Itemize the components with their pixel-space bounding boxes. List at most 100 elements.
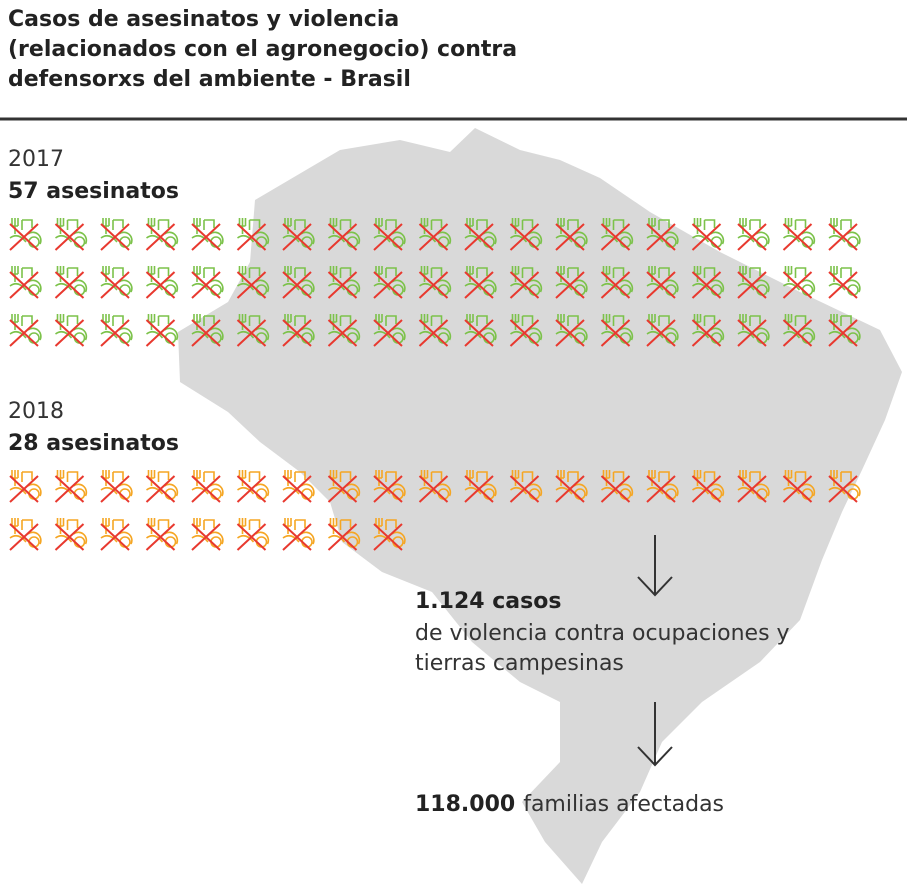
icon-cross xyxy=(600,319,631,347)
icon xyxy=(373,518,406,551)
icon-cross xyxy=(373,319,403,347)
icon-cross xyxy=(418,475,449,503)
icon-tractor xyxy=(373,219,406,245)
icon-fork xyxy=(11,314,19,330)
icon xyxy=(236,218,270,251)
icon xyxy=(145,470,179,503)
icon-fork xyxy=(238,218,247,234)
icon xyxy=(509,470,543,503)
icon-cross xyxy=(509,475,540,503)
icon xyxy=(509,266,543,299)
icon xyxy=(555,266,588,299)
icon-fork xyxy=(602,470,611,486)
icon xyxy=(691,314,725,347)
icon-fork xyxy=(238,470,247,486)
icon xyxy=(782,470,816,503)
families-count: 118.000 xyxy=(415,792,515,817)
icon xyxy=(9,314,42,347)
icon-cross xyxy=(54,319,85,347)
icon-cross xyxy=(509,223,540,251)
icon-fork xyxy=(466,314,474,330)
icon xyxy=(373,266,406,299)
icon-cross xyxy=(737,475,767,503)
icon xyxy=(600,470,634,503)
icon-fork xyxy=(193,266,201,282)
icon-fork xyxy=(511,314,520,330)
icon-fork xyxy=(102,266,110,282)
icon-cross xyxy=(737,223,767,251)
icon-tractor xyxy=(282,471,315,497)
icon-tractor xyxy=(828,471,861,497)
icon-fork xyxy=(56,518,65,534)
icon-cross xyxy=(782,319,813,347)
icon-tractor xyxy=(146,219,179,245)
violence-count: 1.124 casos xyxy=(415,589,561,614)
icon-cross xyxy=(782,271,813,299)
icon-cross xyxy=(691,319,722,347)
icon-fork xyxy=(466,218,474,234)
icon-cross xyxy=(54,271,85,299)
icon-tractor xyxy=(282,519,315,545)
icon-cross xyxy=(646,223,676,251)
icon-tractor xyxy=(555,315,588,341)
icon-cross xyxy=(191,223,221,251)
icon-cross xyxy=(737,319,767,347)
icon-fork xyxy=(102,218,110,234)
icon-cross xyxy=(418,319,449,347)
icon-fork xyxy=(147,470,156,486)
icon-cross xyxy=(145,475,176,503)
icon-cross xyxy=(191,271,221,299)
icon-tractor xyxy=(55,267,88,293)
icon-tractor xyxy=(510,471,543,497)
title-line: Casos de asesinatos y violencia xyxy=(8,7,399,32)
icon-tractor xyxy=(146,315,179,341)
icon-cross xyxy=(100,223,130,251)
icon-cross xyxy=(145,271,176,299)
icon-tractor xyxy=(191,471,224,497)
icon xyxy=(236,266,270,299)
icon-fork xyxy=(557,266,565,282)
icon-tractor xyxy=(419,267,452,293)
icon-tractor xyxy=(464,315,497,341)
icon-tractor xyxy=(328,519,361,545)
icon-fork xyxy=(284,218,292,234)
icon xyxy=(782,218,816,251)
icon-fork xyxy=(56,470,65,486)
icon-fork xyxy=(284,518,292,534)
icon-cross xyxy=(782,475,813,503)
icon-tractor xyxy=(601,219,634,245)
icon-cross xyxy=(646,271,676,299)
icon xyxy=(555,314,588,347)
icon xyxy=(464,218,497,251)
icon xyxy=(418,314,452,347)
icon-tractor xyxy=(9,471,42,497)
icon xyxy=(509,314,543,347)
icon xyxy=(236,314,270,347)
icon-cross xyxy=(236,523,267,551)
icon-fork xyxy=(784,470,793,486)
icon-fork xyxy=(784,218,793,234)
icon xyxy=(9,518,42,551)
icon xyxy=(100,518,133,551)
icon-tractor xyxy=(783,267,816,293)
icon-tractor xyxy=(783,219,816,245)
icon xyxy=(54,218,88,251)
icon-cross xyxy=(100,475,130,503)
icon-cross xyxy=(191,319,221,347)
icon-fork xyxy=(56,314,65,330)
murder-count: 28 asesinatos xyxy=(8,431,179,456)
icon-cross xyxy=(54,475,85,503)
icon-fork xyxy=(739,470,747,486)
icon-tractor xyxy=(282,267,315,293)
icon-tractor xyxy=(692,267,725,293)
icon xyxy=(145,218,179,251)
icon-fork xyxy=(329,470,338,486)
icon xyxy=(54,314,88,347)
icon-tractor xyxy=(828,219,861,245)
icon xyxy=(191,266,224,299)
icon xyxy=(282,218,315,251)
icon-cross xyxy=(737,271,767,299)
icon-cross xyxy=(191,523,221,551)
title-line: defensorxs del ambiente - Brasil xyxy=(8,67,411,92)
icon-fork xyxy=(420,218,429,234)
